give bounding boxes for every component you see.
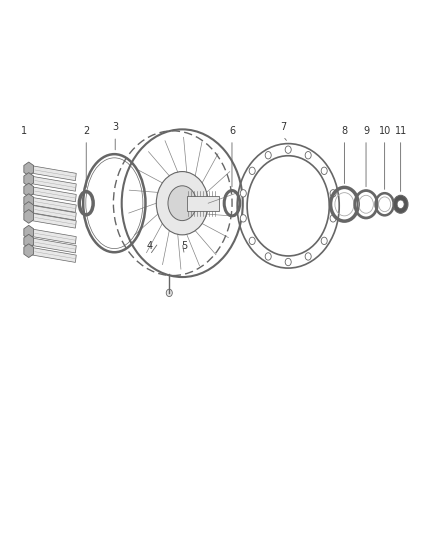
Polygon shape	[24, 209, 34, 223]
Circle shape	[265, 253, 271, 260]
Circle shape	[265, 151, 271, 159]
Polygon shape	[24, 225, 34, 239]
Text: 2: 2	[83, 126, 89, 136]
Polygon shape	[28, 213, 76, 228]
Polygon shape	[24, 244, 34, 257]
Circle shape	[330, 190, 336, 197]
Circle shape	[305, 151, 311, 159]
Polygon shape	[28, 176, 76, 191]
Text: 9: 9	[363, 126, 369, 136]
Circle shape	[240, 190, 246, 197]
Text: 4: 4	[147, 241, 153, 251]
Text: 5: 5	[181, 241, 187, 251]
Circle shape	[393, 195, 408, 213]
Text: 3: 3	[112, 122, 118, 132]
Circle shape	[249, 167, 255, 174]
Text: 11: 11	[395, 126, 407, 136]
Text: 6: 6	[229, 126, 235, 136]
Polygon shape	[28, 247, 76, 262]
Circle shape	[330, 215, 336, 222]
Text: 10: 10	[378, 126, 391, 136]
Polygon shape	[28, 187, 76, 202]
Polygon shape	[28, 229, 76, 244]
Text: 8: 8	[341, 126, 347, 136]
Polygon shape	[187, 196, 219, 211]
Polygon shape	[28, 238, 76, 253]
Polygon shape	[24, 201, 34, 215]
Circle shape	[166, 289, 172, 296]
Text: 1: 1	[21, 126, 27, 136]
Polygon shape	[24, 183, 34, 197]
Polygon shape	[28, 165, 76, 181]
Polygon shape	[24, 173, 34, 187]
Circle shape	[285, 146, 291, 154]
Circle shape	[156, 172, 208, 235]
Circle shape	[305, 253, 311, 260]
Circle shape	[240, 215, 246, 222]
Circle shape	[321, 167, 327, 174]
Circle shape	[321, 237, 327, 245]
Polygon shape	[24, 193, 34, 207]
Circle shape	[397, 200, 404, 208]
Polygon shape	[24, 235, 34, 248]
Polygon shape	[24, 162, 34, 176]
Text: 7: 7	[280, 122, 286, 132]
Polygon shape	[28, 197, 76, 212]
Circle shape	[249, 237, 255, 245]
Circle shape	[168, 186, 197, 221]
Circle shape	[285, 259, 291, 266]
Polygon shape	[28, 205, 76, 220]
